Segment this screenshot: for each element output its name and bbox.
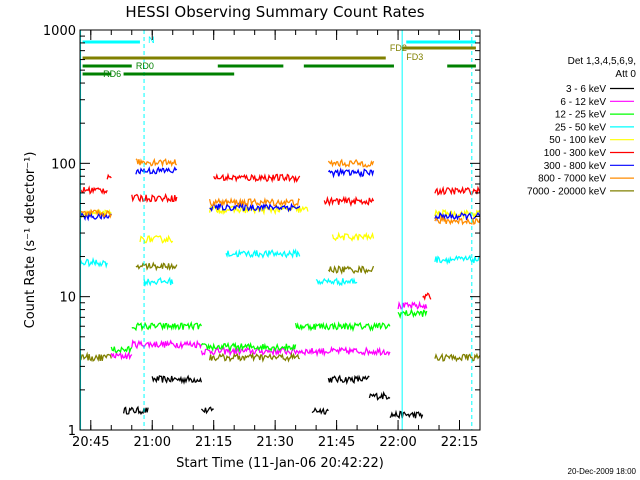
flag-label-fd3: FD3 [406,52,423,62]
y-tick-label-2: 100 [51,157,76,172]
legend-label-7: 800 - 7000 keV [538,174,606,185]
series-line-2 [110,308,428,355]
legend-label-1: 6 - 12 keV [560,97,606,108]
flag-label-rd6: RD6 [103,69,121,79]
x-tick-label-3: 21:30 [256,435,293,450]
series-2 [110,308,428,355]
flag-label-fd2: FD2 [390,43,407,53]
x-tick-label-6: 22:15 [441,435,478,450]
legend: Det 1,3,4,5,6,9, Att 0 3 - 6 keV 6 - 12 keV… [527,56,636,197]
series-1 [110,300,428,361]
legend-label-5: 100 - 300 keV [544,148,607,159]
series-line-3 [79,248,481,288]
footer-date: 20-Dec-2009 18:00 [568,467,637,476]
axes: 20:45 21:00 21:15 21:30 21:45 22:00 22:15 1 10 10… [43,24,481,450]
x-tick-label-4: 21:45 [318,435,355,450]
series-4 [79,204,481,244]
series-line-6 [79,166,481,222]
series-3 [79,248,481,288]
chart-title: HESSI Observing Summary Count Rates [125,3,424,21]
x-tick-label-0: 20:45 [72,435,109,450]
series-line-7 [79,157,481,226]
series-5 [79,172,481,301]
x-axis-label: Start Time (11-Jan-06 20:42:22) [176,456,384,471]
series-7 [79,157,481,226]
x-tick-label-5: 22:00 [379,435,416,450]
series-line-0 [122,374,424,420]
y-tick-label-1: 10 [59,291,76,306]
series-0 [122,374,424,420]
series-line-1 [110,300,428,361]
series-8 [79,261,481,363]
x-tick-label-2: 21:15 [195,435,232,450]
legend-label-4: 50 - 100 keV [549,135,606,146]
series-line-4 [79,204,481,244]
series-line-8 [79,261,481,363]
legend-label-3: 25 - 50 keV [555,122,606,133]
flag-label-n: N [148,35,155,45]
series-6 [79,166,481,222]
series-line-5 [79,172,481,301]
y-tick-label-3: 1000 [43,24,76,39]
legend-header-1: Att 0 [615,69,636,80]
y-axis-label: Count Rate (s⁻¹ detector⁻¹) [23,152,38,329]
legend-label-0: 3 - 6 keV [566,84,606,95]
y-tick-label-0: 1 [68,424,76,439]
legend-header-0: Det 1,3,4,5,6,9, [568,56,636,67]
x-tick-label-1: 21:00 [134,435,171,450]
flag-label-rd0: RD0 [136,61,154,71]
legend-label-8: 7000 - 20000 keV [527,186,606,197]
legend-label-2: 12 - 25 keV [555,110,606,121]
legend-label-6: 300 - 800 keV [544,161,607,172]
plot-frame [79,29,481,431]
plot-area [79,30,481,430]
